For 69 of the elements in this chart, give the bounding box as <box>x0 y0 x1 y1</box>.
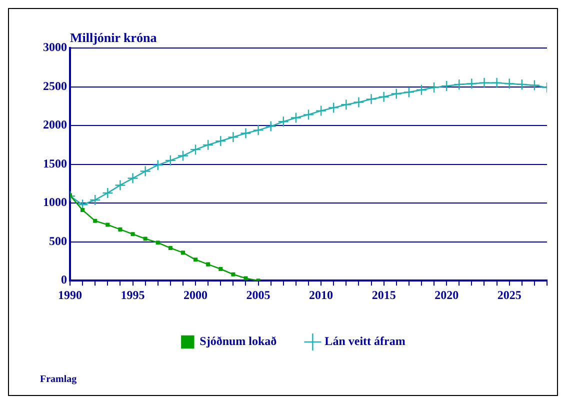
point <box>491 77 502 88</box>
point <box>478 77 490 88</box>
point <box>127 172 138 184</box>
legend-label: Lán veitt áfram <box>324 334 406 348</box>
x-tick-label: 2000 <box>184 288 208 302</box>
point <box>466 78 478 90</box>
point <box>206 262 210 266</box>
y-tick-label: 2000 <box>43 118 67 132</box>
point <box>390 88 402 100</box>
point <box>403 86 415 98</box>
point <box>240 128 252 139</box>
point <box>340 99 352 110</box>
point <box>516 78 528 90</box>
x-tick-label: 2020 <box>434 288 459 302</box>
x-tick-label: 1995 <box>120 288 145 302</box>
point <box>215 135 226 147</box>
point <box>102 187 114 199</box>
point <box>454 78 465 90</box>
point <box>118 227 122 232</box>
point <box>202 139 214 151</box>
point <box>164 154 176 166</box>
y-tick-label: 1500 <box>43 156 67 170</box>
point <box>328 102 340 114</box>
y-tick-label: 3000 <box>43 40 67 54</box>
point <box>353 96 364 108</box>
legend-label: Sjóðnum lokað <box>200 334 277 348</box>
point <box>218 266 223 271</box>
y-axis-title: Milljónir króna <box>70 30 158 45</box>
x-tick-label: 1990 <box>58 288 82 302</box>
point <box>231 272 236 276</box>
point <box>156 240 160 245</box>
point <box>366 94 377 105</box>
point <box>140 166 151 177</box>
point <box>90 194 101 206</box>
x-tick-label: 2010 <box>309 288 334 302</box>
point <box>428 82 440 94</box>
point <box>252 124 264 136</box>
point <box>194 258 198 262</box>
point <box>290 112 302 124</box>
y-tick-label: 1000 <box>43 195 67 210</box>
y-tick-label: 2500 <box>43 78 67 93</box>
point <box>190 144 202 156</box>
point <box>302 109 314 120</box>
point <box>130 232 135 236</box>
point <box>504 78 515 90</box>
x-tick-label: 2015 <box>372 288 396 302</box>
point <box>143 236 148 241</box>
point <box>80 208 85 212</box>
point <box>278 116 289 128</box>
point <box>180 250 185 255</box>
point <box>106 222 110 227</box>
point <box>177 150 189 162</box>
y-tick-label: 0 <box>61 272 67 287</box>
point <box>114 180 126 191</box>
text: Framlag <box>40 374 77 385</box>
point <box>93 218 98 223</box>
point <box>378 91 390 102</box>
point <box>265 120 276 132</box>
point <box>168 246 172 250</box>
point <box>228 132 239 143</box>
point <box>528 80 540 91</box>
point <box>416 84 428 96</box>
point <box>315 105 327 116</box>
x-tick-label: 2025 <box>497 288 522 302</box>
point <box>440 80 452 92</box>
point <box>244 276 248 280</box>
y-tick-label: 500 <box>49 234 67 248</box>
x-tick-label: 2005 <box>246 288 270 302</box>
point <box>152 159 164 171</box>
